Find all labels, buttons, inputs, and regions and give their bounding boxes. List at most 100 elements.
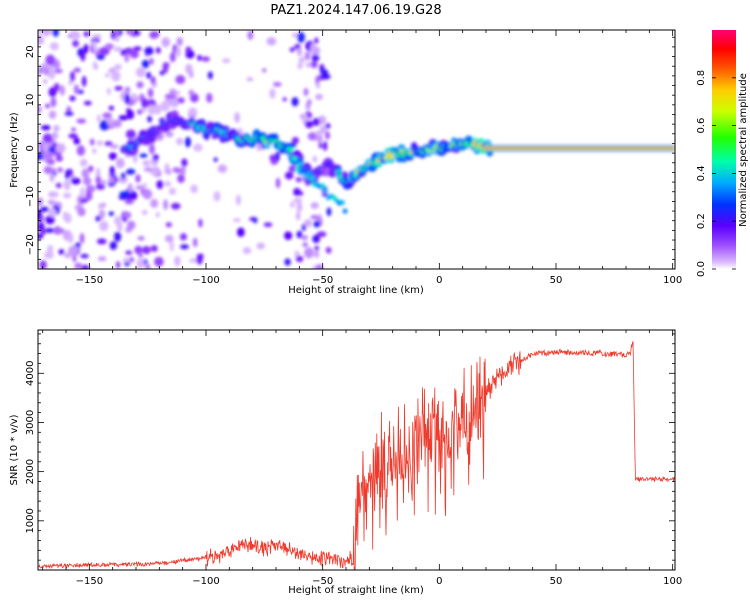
spectrogram-cell: [170, 202, 181, 210]
spectrogram-cell: [293, 187, 301, 197]
spectrogram-cell: [297, 31, 305, 43]
tick-label: 0.2: [696, 213, 707, 229]
tick-label: 2000: [25, 459, 36, 484]
spectrogram-cell: [133, 46, 142, 52]
spectrogram-cell: [169, 98, 179, 108]
spectrogram-cell: [125, 129, 136, 139]
spectrogram-cell: [92, 40, 97, 51]
spectrogram-cell: [288, 165, 298, 173]
spectrogram-cell: [269, 88, 276, 99]
spectrogram-cell: [141, 59, 150, 69]
tick-label: 20: [25, 45, 36, 58]
spectrogram-cell: [152, 154, 159, 161]
spectrogram-cell: [269, 154, 277, 162]
spectrogram-ylabel: Frequency (Hz): [9, 112, 20, 188]
spectrogram-cell: [155, 211, 160, 218]
spectrogram-cell: [42, 133, 53, 144]
spectrogram-cell: [256, 242, 265, 250]
spectrogram-cell: [315, 93, 323, 101]
spectrogram-cell: [185, 63, 193, 74]
spectrogram-frame: [37, 29, 676, 270]
tick-label: −100: [192, 576, 219, 587]
spectrogram-cell: [143, 166, 154, 172]
tick-label: 3000: [25, 410, 36, 435]
spectrogram-cell: [133, 30, 141, 37]
spectrogram-cell: [162, 62, 169, 74]
spectrogram-cell: [222, 58, 231, 64]
spectrogram-cell: [39, 260, 47, 269]
spectrogram-cell: [481, 147, 675, 149]
spectrogram-cell: [236, 227, 245, 237]
spectrogram-cell: [290, 201, 295, 208]
spectrogram-cell: [320, 73, 331, 80]
spectrogram-cell: [319, 69, 329, 75]
spectrogram-cell: [147, 88, 154, 98]
spectrogram-cell: [48, 87, 57, 98]
spectrogram-cell: [43, 166, 53, 174]
spectrogram-cell: [124, 93, 130, 104]
spectrogram-cell: [148, 57, 154, 65]
spectrogram-cell: [155, 47, 161, 54]
spectrogram-cell: [40, 124, 51, 131]
spectrogram-cell: [294, 166, 300, 172]
spectrogram-cell: [312, 155, 318, 163]
spectrogram-cell: [120, 172, 126, 180]
spectrogram-cell: [44, 228, 55, 233]
spectrogram-cell: [69, 95, 76, 102]
spectrogram-cell: [213, 157, 218, 163]
spectrogram-cell: [47, 244, 54, 253]
spectrogram-cell: [144, 46, 154, 56]
colorbar-gradient: [712, 30, 736, 269]
spectrogram-cell: [388, 156, 394, 160]
spectrogram-cell: [141, 209, 148, 215]
spectrogram-cell: [95, 167, 101, 179]
spectrogram-cell: [104, 43, 114, 50]
spectrogram-cell: [50, 97, 57, 108]
spectrogram-cell: [106, 87, 111, 95]
spectrogram-cell: [201, 56, 210, 62]
spectrogram-cell: [284, 231, 293, 241]
spectrogram-cell: [126, 109, 135, 120]
spectrogram-cell: [159, 70, 165, 76]
spectrogram-cell: [179, 233, 188, 241]
spectrogram-cell: [376, 159, 381, 163]
spectrogram-cell: [108, 152, 117, 160]
spectrogram-cell: [150, 198, 159, 209]
spectrogram-cell: [64, 213, 72, 224]
spectrogram-cell: [95, 175, 102, 184]
spectrogram-cell: [124, 52, 130, 63]
spectrogram-cell: [160, 100, 170, 112]
spectrogram-cell: [126, 168, 136, 175]
spectrogram-cell: [180, 165, 186, 176]
spectrogram-cell: [262, 68, 267, 73]
spectrogram-cell: [142, 183, 148, 188]
spectrogram-cell: [125, 30, 135, 36]
spectrogram-cell: [113, 46, 122, 52]
spectrogram-cell: [213, 191, 221, 202]
spectrogram-cell: [303, 219, 313, 228]
spectrogram-cell: [295, 177, 302, 183]
spectrogram-cell: [47, 208, 57, 217]
spectrogram-cell: [275, 177, 281, 189]
tick-label: 100: [663, 576, 682, 587]
spectrogram-cell: [306, 170, 312, 176]
spectrogram-cell: [125, 49, 136, 55]
spectrogram-cell: [96, 114, 101, 123]
spectrogram-cell: [163, 199, 169, 211]
spectrogram-cell: [299, 113, 305, 119]
spectrogram-cell: [70, 71, 75, 82]
spectrogram-cell: [320, 183, 326, 189]
spectrogram-cell: [177, 174, 185, 184]
spectrogram-cell: [168, 187, 177, 195]
spectrogram-cell: [135, 67, 146, 78]
spectrogram-cell: [175, 74, 186, 85]
spectrogram-cell: [289, 47, 295, 52]
spectrogram-cell: [142, 188, 153, 200]
spectrogram-cell: [316, 231, 327, 238]
tick-label: 10: [25, 94, 36, 107]
spectrogram-cell: [95, 215, 101, 222]
spectrogram-cell: [101, 202, 107, 208]
spectrogram-cell: [39, 206, 50, 213]
